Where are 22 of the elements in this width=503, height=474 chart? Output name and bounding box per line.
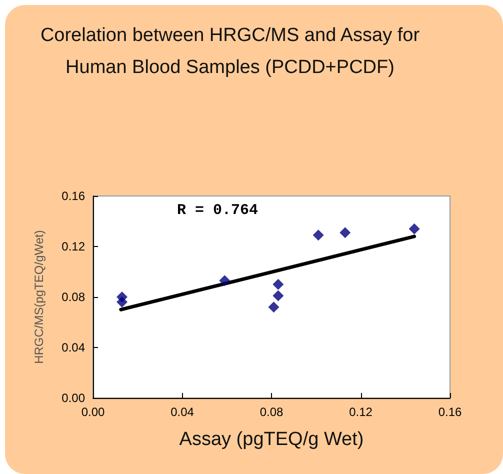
- x-tick-label: 0.12: [349, 405, 373, 419]
- point: [268, 302, 280, 313]
- point: [312, 230, 324, 241]
- x-axis-title: Assay (pgTEQ/g Wet): [179, 429, 364, 450]
- point: [272, 278, 284, 290]
- y-tick-label: 0.00: [62, 391, 86, 405]
- x-tick-label: 0.04: [170, 405, 194, 419]
- point: [340, 227, 351, 238]
- y-tick-label: 0.08: [62, 290, 86, 304]
- annotation: R = 0.764: [177, 202, 258, 219]
- y-tick-label: 0.16: [62, 189, 86, 203]
- point: [219, 275, 230, 286]
- point: [272, 290, 284, 302]
- y-axis-title: HRGC/MS(pgTEQ/gWet): [32, 230, 46, 364]
- x-tick-label: 0.00: [81, 405, 105, 419]
- point: [116, 296, 128, 308]
- chart-title: Corelation between HRGC/MS and Assay for Human Blood Samples (PCDD+PCDF): [40, 24, 420, 80]
- y-tick-label: 0.12: [62, 240, 86, 254]
- x-tick-label: 0.16: [438, 405, 462, 419]
- y-tick-label: 0.04: [62, 340, 86, 354]
- x-tick-label: 0.08: [260, 405, 284, 419]
- point: [408, 223, 420, 234]
